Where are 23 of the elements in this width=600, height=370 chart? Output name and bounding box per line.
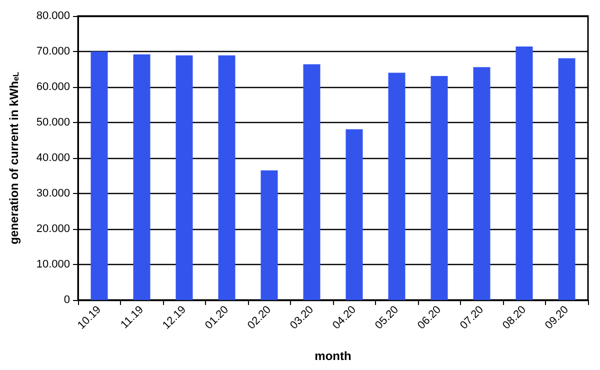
y-tick-label: 80.000 <box>36 10 70 22</box>
y-tick-label: 70.000 <box>36 46 70 58</box>
bar <box>516 46 533 300</box>
y-axis-title: generation of current in kWheL <box>7 72 21 244</box>
bar <box>558 58 576 300</box>
bar <box>346 129 363 300</box>
y-tick-label: 30.000 <box>36 188 70 200</box>
y-tick-label: 20.000 <box>36 223 70 235</box>
bar <box>218 55 236 300</box>
bar <box>430 76 448 300</box>
bar <box>133 54 150 300</box>
y-tick-label: 40.000 <box>36 152 70 164</box>
bar <box>388 72 406 300</box>
x-axis-title: month <box>314 349 352 363</box>
y-tick-label: 10.000 <box>36 258 70 270</box>
bar <box>90 52 108 300</box>
y-tick-label: 60.000 <box>36 81 70 93</box>
bar <box>303 64 320 300</box>
bar <box>260 170 278 300</box>
y-tick-label: 50.000 <box>36 116 70 128</box>
y-tick-label: 0 <box>64 294 70 306</box>
bar <box>473 67 490 300</box>
bar <box>176 55 193 300</box>
